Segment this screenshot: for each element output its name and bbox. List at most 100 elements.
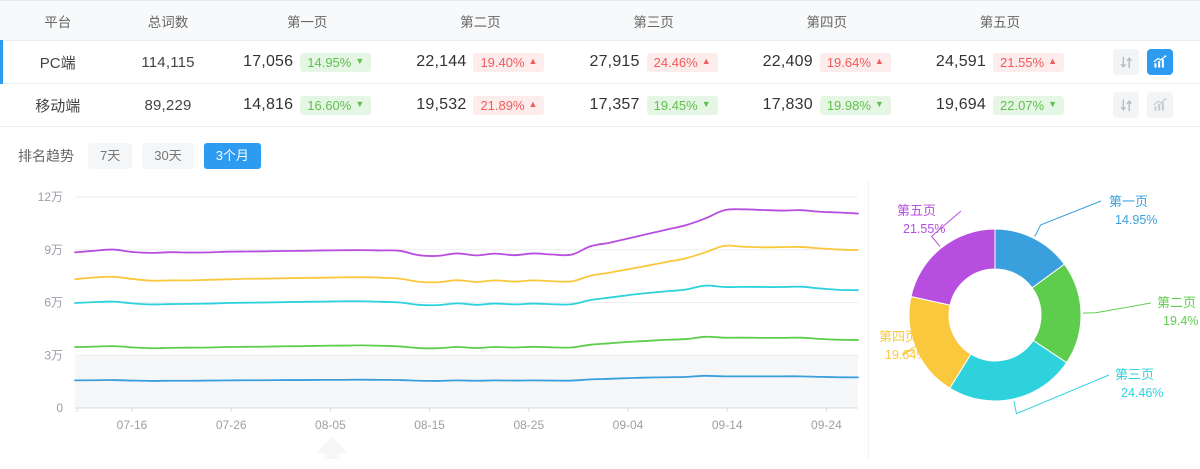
cell-page3: 27,915 24.46% ▲: [566, 40, 741, 84]
arrow-up-icon: ▲: [701, 55, 711, 66]
arrow-up-icon: ▲: [528, 98, 538, 109]
donut-value-第五页: 21.55%: [903, 222, 945, 236]
column-header-page3: 第三页: [566, 0, 741, 41]
leader-line-第四页: [901, 336, 932, 355]
range-tab-30d[interactable]: 30天: [142, 143, 194, 169]
cell-page1: 17,056 14.95% ▼: [220, 40, 394, 84]
x-axis-labels: 07-16 07-26 08-05 08-15 08-25 09-04 09-14 09-24: [117, 418, 842, 432]
arrow-up-icon: ▲: [1048, 55, 1058, 66]
arrow-down-icon: ▼: [701, 98, 711, 109]
pct-value: 19.98%: [826, 97, 871, 113]
x-axis-tick-label: 08-25: [513, 418, 544, 432]
chart-icon[interactable]: [1147, 92, 1174, 118]
cell-page3: 17,357 19.45% ▼: [566, 83, 741, 127]
line-series-第五页: [74, 207, 859, 257]
donut-slice-第三页[interactable]: [949, 339, 1068, 402]
page-count: 17,056: [243, 53, 294, 70]
trend-title: 排名趋势: [18, 147, 74, 164]
charts-area: 0 3万 6万 9万 12万 07-16 07-26 08-05 08-15 08-25 09-0…: [0, 178, 1200, 469]
line-series-第四页: [74, 244, 859, 283]
donut-label-第一页: 第一页: [1109, 194, 1148, 209]
arrow-down-icon: ▼: [874, 98, 884, 109]
table-header: 平台 总词数 第一页 第二页 第三页 第四页 第五页: [0, 0, 1200, 41]
column-header-page4: 第四页: [740, 0, 914, 41]
pct-badge: 24.46% ▲: [646, 52, 718, 72]
table-body: PC端 114,115 17,056 14.95% ▼ 22,144 19.40…: [0, 39, 1200, 127]
pct-badge: 14.95% ▼: [300, 52, 372, 72]
pct-value: 21.89%: [480, 97, 525, 113]
pct-badge: 19.40% ▲: [473, 52, 545, 72]
donut-value-第四页: 19.64%: [885, 348, 927, 362]
pct-value: 16.60%: [307, 97, 352, 113]
watermark: 爱站网: [311, 436, 510, 469]
y-axis-tick-label: 6万: [44, 295, 63, 309]
cell-page5: 19,694 22.07% ▼: [913, 83, 1087, 127]
column-header-platform: 平台: [0, 0, 116, 41]
y-axis-tick-label: 12万: [38, 190, 63, 204]
pct-value: 14.95%: [307, 54, 352, 70]
cell-total: 89,229: [115, 83, 221, 127]
rank-trend-line-chart[interactable]: 0 3万 6万 9万 12万 07-16 07-26 08-05 08-15 08-25 09-0…: [0, 179, 868, 469]
column-header-page5: 第五页: [913, 0, 1087, 41]
donut-slice-第五页[interactable]: [910, 228, 996, 306]
pct-value: 21.55%: [1000, 54, 1045, 70]
line-series: [74, 207, 859, 382]
x-axis-tick-label: 07-26: [216, 418, 247, 432]
cell-page5: 24,591 21.55% ▲: [913, 40, 1087, 84]
pct-value: 19.45%: [653, 97, 698, 113]
pct-value: 19.40%: [480, 54, 525, 70]
page-count: 22,144: [416, 53, 467, 70]
pct-badge: 21.89% ▲: [473, 95, 545, 115]
sort-icon[interactable]: [1113, 49, 1140, 75]
column-header-page2: 第二页: [393, 0, 567, 41]
donut-label-第二页: 第二页: [1157, 295, 1196, 310]
pct-badge: 16.60% ▼: [300, 95, 372, 115]
range-tab-7d[interactable]: 7天: [88, 143, 133, 169]
pct-value: 19.64%: [826, 54, 871, 70]
page-count: 22,409: [762, 53, 813, 70]
y-gridlines: [75, 196, 858, 356]
page-count: 19,532: [416, 96, 467, 113]
x-axis-tick-label: 09-24: [811, 418, 842, 432]
pct-badge: 19.64% ▲: [819, 52, 891, 72]
pct-value: 22.07%: [1000, 97, 1045, 113]
page-count: 24,591: [935, 53, 986, 70]
table-row[interactable]: 移动端 89,229 14,816 16.60% ▼ 19,532 21.89%…: [0, 83, 1200, 127]
leader-line-第一页: [1034, 200, 1102, 237]
sort-icon[interactable]: [1113, 92, 1140, 118]
line-series-第一页: [74, 374, 859, 382]
chart-icon[interactable]: [1147, 49, 1174, 75]
y-axis-labels: 0 3万 6万 9万 12万: [38, 190, 64, 415]
pct-badge: 22.07% ▼: [993, 95, 1065, 115]
page-count: 27,915: [589, 53, 640, 70]
table-header-row: 平台 总词数 第一页 第二页 第三页 第四页 第五页: [0, 0, 1200, 41]
x-axis-tick-label: 07-16: [117, 418, 148, 432]
page-count: 17,830: [762, 96, 813, 113]
x-axis-tick-label: 09-04: [613, 418, 644, 432]
pct-badge: 19.98% ▼: [819, 95, 891, 115]
arrow-down-icon: ▼: [1048, 98, 1058, 109]
table-row[interactable]: PC端 114,115 17,056 14.95% ▼ 22,144 19.40…: [0, 39, 1200, 84]
donut-leader-lines: [901, 200, 1152, 414]
donut-chart-svg: 第一页 14.95% 第二页 19.4% 第三页 24.46% 第四页 19.64% 第五页 21…: [879, 194, 1198, 414]
cell-actions: [1086, 40, 1200, 84]
cell-platform: 移动端: [0, 83, 116, 127]
cell-page1: 14,816 16.60% ▼: [220, 83, 394, 127]
donut-value-第三页: 24.46%: [1121, 386, 1163, 400]
range-tab-3m[interactable]: 3个月: [203, 143, 261, 169]
donut-value-第一页: 14.95%: [1115, 213, 1157, 227]
cell-page4: 17,830 19.98% ▼: [740, 83, 914, 127]
donut-slices: [908, 228, 1082, 402]
arrow-down-icon: ▼: [355, 98, 365, 109]
donut-label-第五页: 第五页: [897, 203, 936, 218]
cell-page4: 22,409 19.64% ▲: [740, 40, 914, 84]
y-axis-tick-label: 3万: [44, 348, 63, 362]
platform-stats-table: 平台 总词数 第一页 第二页 第三页 第四页 第五页 PC端 114,115 1…: [0, 0, 1200, 127]
cell-platform: PC端: [0, 39, 116, 84]
page-distribution-donut-chart[interactable]: 第一页 14.95% 第二页 19.4% 第三页 24.46% 第四页 19.64% 第五页 21…: [868, 178, 1200, 459]
leader-line-第二页: [1082, 302, 1152, 314]
y-axis-tick-label: 0: [56, 401, 63, 415]
donut-value-第二页: 19.4%: [1163, 314, 1198, 328]
trend-toolbar: 排名趋势 7天 30天 3个月: [0, 127, 1200, 179]
pct-badge: 19.45% ▼: [646, 95, 718, 115]
